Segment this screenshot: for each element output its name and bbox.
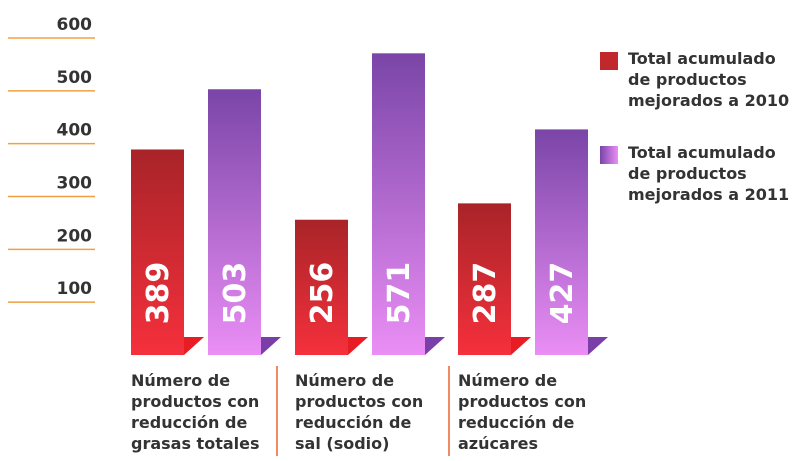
bar xyxy=(208,89,261,355)
legend-swatch xyxy=(600,52,618,70)
value-label: 256 xyxy=(305,262,340,325)
bar xyxy=(295,219,348,355)
y-tick-label: 100 xyxy=(57,279,93,299)
bar xyxy=(458,203,511,355)
y-tick-label: 200 xyxy=(57,226,93,246)
bar xyxy=(372,53,425,356)
legend-swatch xyxy=(600,146,618,164)
bar xyxy=(535,129,588,355)
y-tick-label: 500 xyxy=(57,68,93,88)
y-tick-label: 600 xyxy=(57,15,93,35)
bar xyxy=(131,149,184,355)
value-label: 571 xyxy=(382,262,417,325)
value-label: 287 xyxy=(468,262,503,325)
value-label: 389 xyxy=(141,262,176,325)
x-tick-label: Número de productos con reducción de azú… xyxy=(458,371,587,453)
x-tick-label: Número de productos con reducción de gra… xyxy=(131,371,260,453)
x-tick-label: Número de productos con reducción de sal… xyxy=(295,371,424,453)
legend-label: Total acumulado de productos mejorados a… xyxy=(628,49,790,110)
y-tick-label: 300 xyxy=(57,174,93,194)
y-tick-label: 400 xyxy=(57,121,93,141)
value-label: 427 xyxy=(545,262,580,325)
value-label: 503 xyxy=(218,262,253,325)
legend-label: Total acumulado de productos mejorados a… xyxy=(628,143,790,204)
